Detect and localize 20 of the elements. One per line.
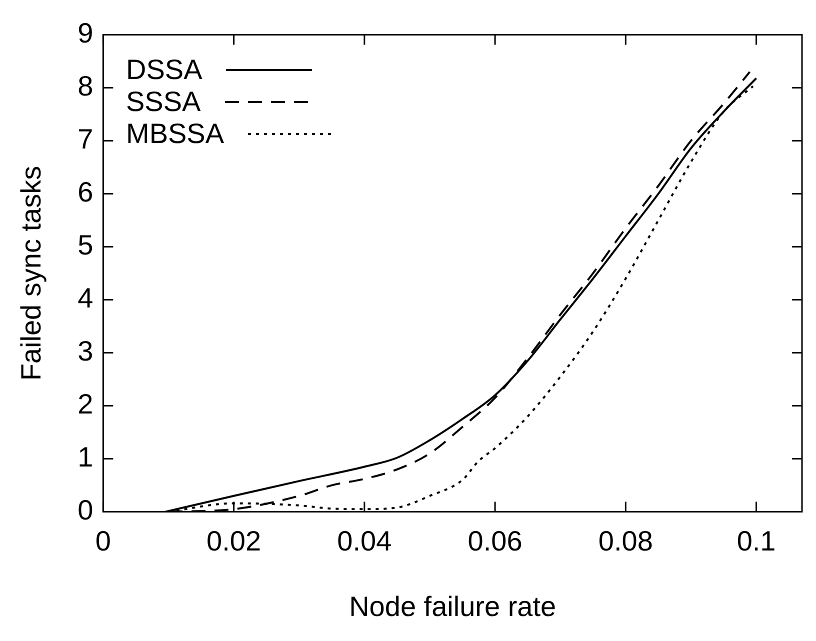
y-tick-label: 8 [78, 70, 94, 102]
y-tick-label: 6 [78, 176, 94, 208]
x-tick-label: 0.06 [468, 525, 522, 556]
y-tick-label: 7 [78, 124, 94, 155]
x-tick-label: 0.02 [206, 525, 262, 556]
legend-label: SSSA [126, 86, 201, 118]
y-axis-title: Failed sync tasks [16, 166, 47, 381]
x-tick-label: 0.08 [598, 525, 653, 556]
y-tick-label: 1 [78, 442, 94, 473]
y-tick-label: 3 [78, 336, 94, 367]
y-tick-label: 5 [78, 230, 94, 261]
y-tick-label: 0 [78, 494, 94, 526]
x-tick-label: 0.1 [736, 525, 776, 556]
y-tick-label: 9 [78, 18, 94, 49]
legend-label: MBSSA [126, 118, 224, 150]
x-tick-label: 0.04 [337, 525, 392, 556]
x-axis-title: Node failure rate [349, 590, 556, 622]
legend-label: DSSA [126, 54, 202, 86]
y-tick-label: 4 [78, 282, 94, 314]
y-tick-label: 2 [78, 388, 94, 420]
